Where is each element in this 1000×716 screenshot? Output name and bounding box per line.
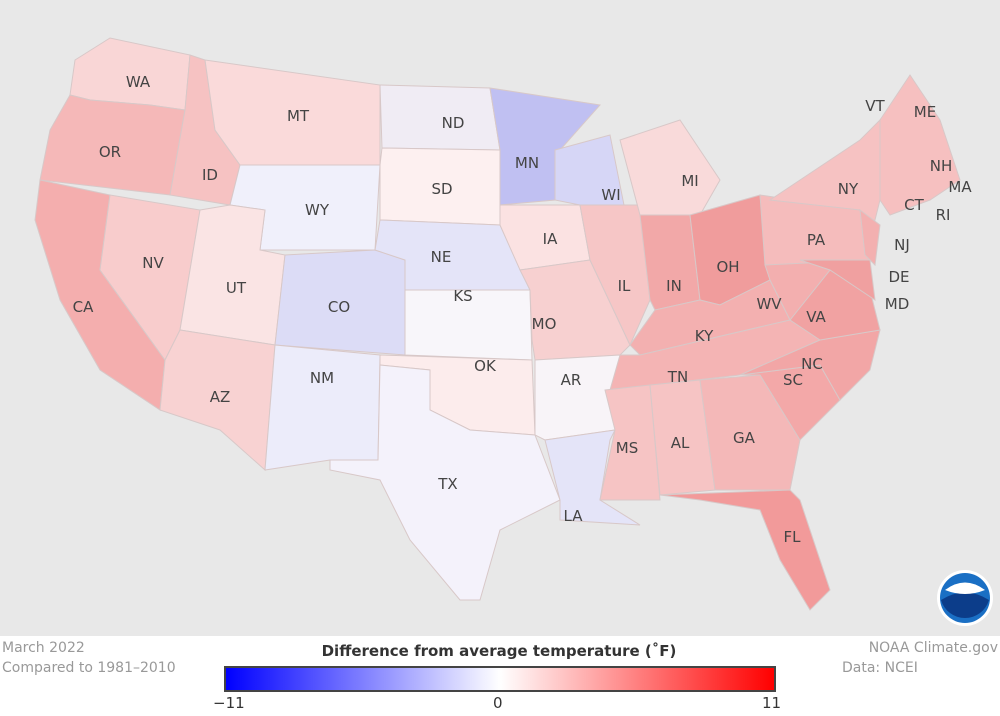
- state-label-la: LA: [564, 507, 584, 525]
- state-label-il: IL: [618, 277, 631, 295]
- state-nd: [379, 84, 501, 151]
- state-label-ar: AR: [561, 371, 582, 389]
- state-label-ia: IA: [543, 230, 558, 248]
- state-label-ne: NE: [431, 248, 452, 266]
- state-label-wv: WV: [756, 295, 782, 313]
- state-label-sc: SC: [783, 371, 803, 389]
- state-label-ut: UT: [226, 279, 247, 297]
- state-label-pa: PA: [807, 231, 826, 249]
- state-label-wa: WA: [126, 73, 151, 91]
- state-ms: [599, 384, 661, 501]
- temperature-anomaly-map: WA OR CA NV ID MT WY UT AZ CO NM ND SD NE KS OK TX MN IA MO…: [0, 0, 1000, 636]
- state-label-mn: MN: [515, 154, 539, 172]
- state-label-tn: TN: [667, 368, 688, 386]
- state-tx: [329, 364, 561, 601]
- state-label-ga: GA: [733, 429, 756, 447]
- state-nm: [264, 344, 381, 471]
- callout-label-ma: MA: [948, 178, 972, 196]
- callout-label-nh: NH: [930, 157, 953, 175]
- state-label-fl: FL: [784, 528, 802, 546]
- state-label-nc: NC: [801, 355, 823, 373]
- state-label-nm: NM: [310, 369, 334, 387]
- color-scale-bar: [224, 666, 776, 692]
- callout-label-me: ME: [914, 103, 936, 121]
- callout-label-vt: VT: [865, 97, 885, 115]
- state-label-ca: CA: [73, 298, 94, 316]
- state-ga: [699, 374, 801, 491]
- state-label-nv: NV: [142, 254, 164, 272]
- state-md: [799, 259, 876, 302]
- state-label-oh: OH: [716, 258, 739, 276]
- callout-label-md: MD: [885, 295, 910, 313]
- callout-label-ct: CT: [904, 196, 924, 214]
- state-label-mo: MO: [532, 315, 557, 333]
- state-il: [579, 204, 651, 347]
- state-label-mi: MI: [681, 172, 698, 190]
- legend-title: Difference from average temperature (˚F): [321, 642, 677, 660]
- state-label-mt: MT: [287, 107, 310, 125]
- scale-min: −11: [213, 694, 245, 712]
- callout-label-nj: NJ: [894, 236, 910, 254]
- scale-mid: 0: [493, 694, 503, 712]
- state-label-wy: WY: [305, 201, 330, 219]
- state-label-co: CO: [328, 298, 350, 316]
- date-label: March 2022: [2, 640, 85, 656]
- state-label-ks: KS: [453, 287, 472, 305]
- state-label-ms: MS: [616, 439, 638, 457]
- callout-label-ri: RI: [936, 206, 951, 224]
- state-label-wi: WI: [601, 186, 620, 204]
- state-nj: [859, 208, 881, 267]
- state-label-nd: ND: [442, 114, 465, 132]
- state-label-va: VA: [806, 308, 826, 326]
- state-label-al: AL: [671, 434, 690, 452]
- state-mi: [619, 119, 721, 216]
- footer: March 2022 Compared to 1981–2010 Differe…: [0, 636, 1000, 716]
- state-label-sd: SD: [431, 180, 452, 198]
- state-label-or: OR: [99, 143, 121, 161]
- map-svg: WA OR CA NV ID MT WY UT AZ CO NM ND SD NE KS OK TX MN IA MO…: [0, 0, 1000, 636]
- state-label-id: ID: [202, 166, 218, 184]
- state-ne_reg: [879, 74, 961, 216]
- labels-layer: WA OR CA NV ID MT WY UT AZ CO NM ND SD NE KS OK TX MN IA MO…: [73, 73, 973, 546]
- svg-text:NOAA: NOAA: [954, 584, 977, 592]
- state-label-in: IN: [666, 277, 682, 295]
- credit-label: NOAA Climate.gov: [868, 640, 998, 656]
- state-label-az: AZ: [210, 388, 231, 406]
- baseline-label: Compared to 1981–2010: [2, 660, 176, 676]
- state-label-ky: KY: [695, 327, 714, 345]
- callout-label-de: DE: [888, 268, 909, 286]
- states-layer: [34, 37, 961, 611]
- noaa-logo: NOAA: [937, 570, 993, 626]
- state-label-tx: TX: [437, 475, 457, 493]
- state-in: [639, 214, 701, 311]
- state-fl: [659, 489, 831, 611]
- state-label-ny: NY: [838, 180, 859, 198]
- state-label-ok: OK: [474, 357, 497, 375]
- source-label: Data: NCEI: [842, 660, 918, 676]
- scale-max: 11: [762, 694, 782, 712]
